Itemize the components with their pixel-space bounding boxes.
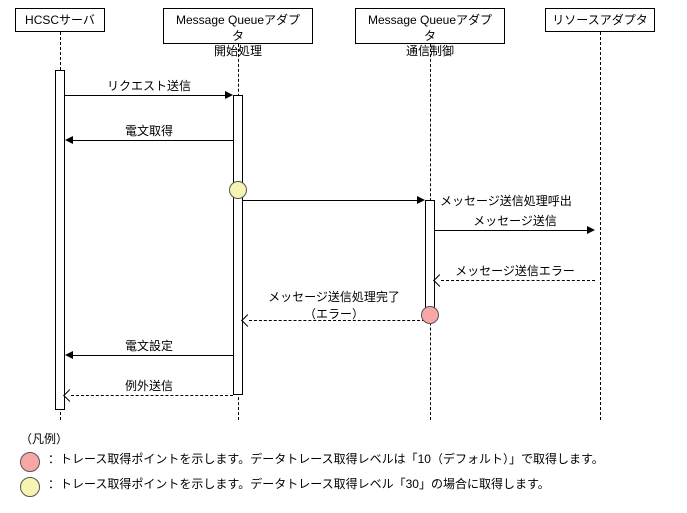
legend-dot-1	[20, 477, 40, 497]
activation-2	[425, 200, 435, 320]
message-label-7: 例外送信	[65, 377, 233, 394]
participant-p1: Message Queueアダプタ開始処理	[163, 8, 313, 44]
legend-dot-0	[20, 452, 40, 472]
legend-text-0: ：トレース取得ポイントを示します。データトレース取得レベルは「10（デフォルト）…	[48, 451, 604, 468]
message-label-0: リクエスト送信	[65, 77, 233, 94]
message-label-3: メッセージ送信	[435, 212, 595, 229]
trace-point-1	[421, 306, 439, 324]
participant-label: リソースアダプタ	[552, 13, 647, 27]
legend-row-0: ：トレース取得ポイントを示します。データトレース取得レベルは「10（デフォルト）…	[20, 451, 604, 472]
activation-0	[55, 70, 65, 410]
message-label-2: メッセージ送信処理呼出	[440, 192, 572, 209]
participant-label: Message Queueアダプタ	[368, 13, 492, 43]
participant-p3: リソースアダプタ	[545, 8, 655, 32]
message-label-5: メッセージ送信処理完了（エラー）	[243, 288, 425, 322]
participant-p2: Message Queueアダプタ通信制御	[355, 8, 505, 44]
lifeline-p3	[600, 32, 601, 420]
message-line-0	[65, 95, 227, 96]
message-line-1	[71, 140, 233, 141]
participant-label: HCSCサーバ	[25, 13, 95, 27]
participant-label: Message Queueアダプタ	[176, 13, 300, 43]
message-label-4: メッセージ送信エラー	[435, 262, 595, 279]
message-label-1: 電文取得	[65, 122, 233, 139]
message-line-2	[243, 200, 419, 201]
legend-title: （凡例）	[20, 430, 604, 447]
message-arrowhead-2	[417, 196, 425, 204]
legend-text-1: ：トレース取得ポイントを示します。データトレース取得レベル「30」の場合に取得し…	[48, 476, 550, 493]
activation-1	[233, 95, 243, 395]
message-line-6	[71, 355, 233, 356]
participant-p0: HCSCサーバ	[15, 8, 105, 32]
message-label-6: 電文設定	[65, 337, 233, 354]
legend-row-1: ：トレース取得ポイントを示します。データトレース取得レベル「30」の場合に取得し…	[20, 476, 604, 497]
legend: （凡例） ：トレース取得ポイントを示します。データトレース取得レベルは「10（デフ…	[20, 430, 604, 497]
message-line-4	[441, 280, 595, 281]
message-line-3	[435, 230, 589, 231]
trace-point-0	[229, 181, 247, 199]
message-line-7	[71, 395, 233, 396]
